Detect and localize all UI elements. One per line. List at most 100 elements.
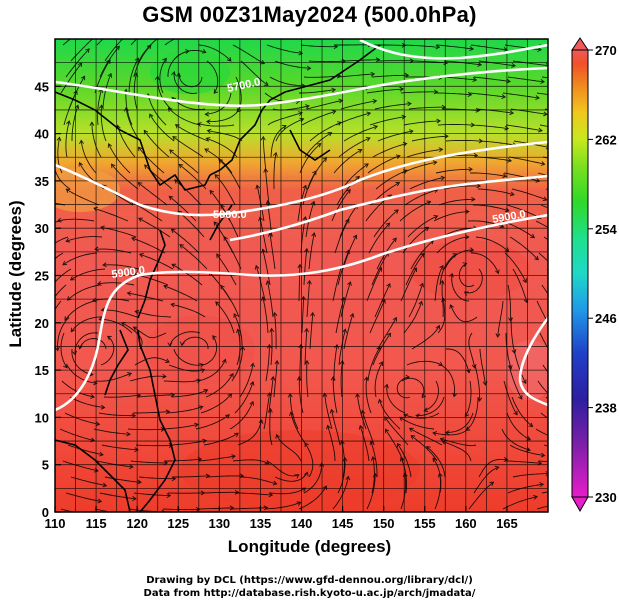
streamline-arrowhead (102, 262, 107, 268)
streamline (402, 44, 440, 48)
streamline (386, 384, 406, 414)
streamline-arrowhead (163, 460, 169, 466)
streamline (103, 394, 141, 398)
streamline-arrowhead (436, 118, 441, 124)
streamline-arrowhead (272, 311, 278, 317)
streamline-arrowhead (432, 160, 438, 166)
streamline-arrowhead (90, 437, 96, 443)
streamline-arrowhead (143, 129, 149, 135)
streamline (127, 428, 165, 431)
streamline-arrowhead (327, 132, 333, 137)
streamline (536, 92, 548, 95)
streamline-arrowhead (169, 149, 174, 154)
streamline (233, 313, 243, 350)
coastlines (55, 44, 381, 512)
streamline (215, 301, 235, 334)
streamline (333, 344, 338, 381)
streamline (63, 90, 78, 126)
streamline-arrowhead (499, 223, 505, 229)
streamline (263, 392, 271, 430)
streamline-arrowhead (304, 327, 310, 333)
streamline (479, 348, 486, 386)
streamline-arrowhead (138, 252, 144, 258)
streamline (269, 487, 306, 495)
streamline-arrowhead (96, 280, 102, 286)
streamline (509, 236, 539, 261)
streamline-arrowhead (179, 244, 185, 249)
streamline-arrowhead (31, 237, 35, 241)
streamline (404, 412, 440, 419)
streamline (366, 473, 376, 510)
streamline (94, 508, 113, 512)
streamline-arrowhead (464, 234, 470, 240)
streamline-arrowhead (127, 372, 133, 377)
streamline (309, 312, 314, 350)
streamline-arrowhead (540, 161, 546, 166)
streamline-arrowhead (440, 175, 446, 181)
streamline-arrowhead (472, 77, 478, 83)
streamline-arrowhead (360, 409, 366, 415)
lat-lon-grid (55, 39, 548, 512)
streamline-arrowhead (56, 136, 62, 142)
y-tick-label: 25 (35, 269, 49, 284)
streamline (163, 285, 198, 302)
streamline (218, 159, 241, 190)
streamline (502, 92, 540, 99)
streamline (378, 399, 401, 430)
streamline (408, 283, 424, 318)
contour-5700-north (359, 39, 548, 60)
streamline (97, 282, 135, 286)
streamline-arrowhead (399, 456, 405, 462)
streamline (445, 412, 474, 434)
streamline-arrowhead (378, 361, 384, 367)
streamline (507, 483, 544, 494)
streamline-arrowhead (355, 175, 360, 181)
streamline-arrowhead (372, 98, 378, 104)
streamline (369, 299, 386, 334)
streamline (173, 475, 210, 478)
streamline (264, 501, 301, 510)
streamline-arrowhead (267, 407, 273, 413)
streamline-arrowhead (250, 362, 256, 368)
streamline (198, 44, 232, 62)
streamline (62, 252, 98, 266)
streamline-arrowhead (231, 454, 236, 460)
streamline-arrowhead (364, 163, 369, 168)
streamline (117, 125, 136, 158)
streamline (236, 492, 273, 496)
streamline-arrowhead (392, 316, 397, 322)
streamline-arrowhead (146, 44, 152, 50)
shaded-temperature-field: 5800.0 5900.0 5900.0 5700.0 (31, 35, 560, 512)
streamline-arrowhead (366, 111, 372, 117)
streamline (400, 473, 406, 510)
streamline (55, 167, 71, 190)
streamline-arrowhead (352, 234, 358, 240)
streamline (397, 443, 412, 478)
streamline (536, 505, 548, 510)
streamline (502, 496, 538, 510)
streamline-arrowhead (556, 360, 560, 364)
streamline (468, 92, 506, 98)
streamline-arrowhead (129, 464, 134, 470)
map-title: GSM 00Z31May2024 (500.0hPa) (142, 2, 477, 27)
streamline-arrowhead (159, 35, 163, 39)
streamline-arrowhead (206, 128, 212, 134)
streamline (167, 50, 190, 77)
streamline-arrowhead (426, 446, 431, 451)
streamline-arrowhead (504, 125, 510, 131)
x-tick-label: 155 (414, 516, 436, 531)
streamline-arrowhead (275, 433, 280, 439)
streamline (129, 375, 166, 382)
streamline (407, 215, 438, 238)
streamline (55, 268, 72, 283)
streamline-arrowhead (452, 253, 458, 258)
streamline (305, 201, 315, 238)
streamline-arrowhead (473, 152, 479, 158)
streamline (232, 44, 265, 64)
streamline-arrowhead (100, 225, 105, 231)
streamline-arrowhead (534, 255, 539, 261)
streamline-arrowhead (381, 299, 386, 304)
contour-label: 5800.0 (213, 209, 247, 221)
streamline (104, 39, 124, 62)
streamline-arrowhead (383, 383, 389, 389)
